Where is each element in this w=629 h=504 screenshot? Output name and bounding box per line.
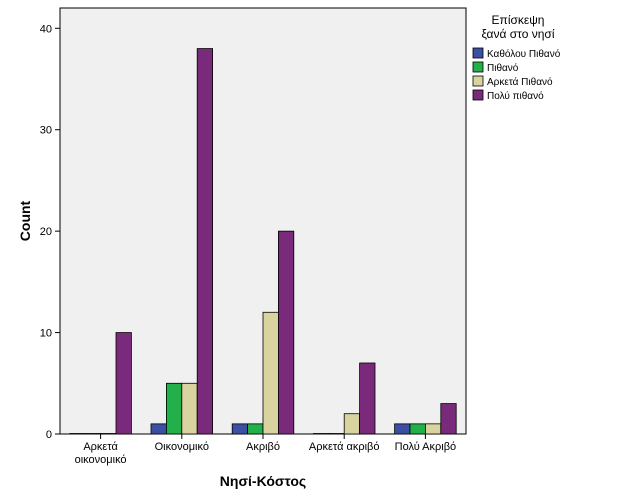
bar (165, 382, 183, 435)
legend-swatch (472, 47, 484, 59)
y-tick-label: 20 (40, 226, 52, 238)
legend-swatch (472, 75, 484, 87)
bar (328, 433, 345, 435)
y-axis: 0 10 20 30 40 (40, 23, 60, 441)
bar (100, 433, 117, 435)
x-tick-label: Αρκετά (83, 441, 118, 453)
y-axis-title: Count (17, 200, 33, 241)
x-tick-label: οικονομικό (75, 454, 127, 466)
bar (409, 423, 426, 435)
y-tick-label: 30 (40, 125, 52, 137)
bar (394, 423, 411, 435)
bar (115, 332, 132, 435)
x-tick-label: Οικονομικό (155, 441, 209, 453)
legend-title: Επίσκεψη (492, 13, 545, 27)
x-tick-label: Ακριβό (246, 441, 280, 453)
x-tick-label: Αρκετά ακριβό (309, 441, 380, 453)
legend-label: Πιθανό (487, 62, 519, 74)
bar (262, 311, 279, 435)
bar (277, 230, 295, 435)
bar (84, 433, 101, 435)
bar (150, 423, 167, 435)
bar (359, 362, 376, 435)
bar (181, 382, 198, 435)
legend-label: Αρκετά Πιθανό (487, 76, 553, 88)
bar (440, 403, 457, 435)
bar (69, 433, 86, 435)
bar (247, 423, 264, 435)
x-tick-label: Πολύ Ακριβό (395, 441, 457, 453)
bar (424, 423, 442, 435)
bars-group (69, 48, 457, 435)
legend-label: Καθόλου Πιθανό (487, 48, 561, 60)
bar (343, 413, 361, 435)
legend-label: Πολύ πιθανό (487, 90, 544, 102)
x-axis-title: Νησί-Κόστος (220, 473, 306, 489)
legend-swatch (472, 89, 484, 101)
bar (312, 433, 330, 435)
bar (231, 423, 248, 435)
bar (196, 48, 213, 435)
y-tick-label: 40 (40, 23, 52, 35)
y-tick-label: 0 (46, 429, 52, 441)
legend-title: ξανά στο νησί (482, 27, 555, 41)
legend-swatch (472, 61, 484, 73)
y-tick-label: 10 (40, 328, 52, 340)
